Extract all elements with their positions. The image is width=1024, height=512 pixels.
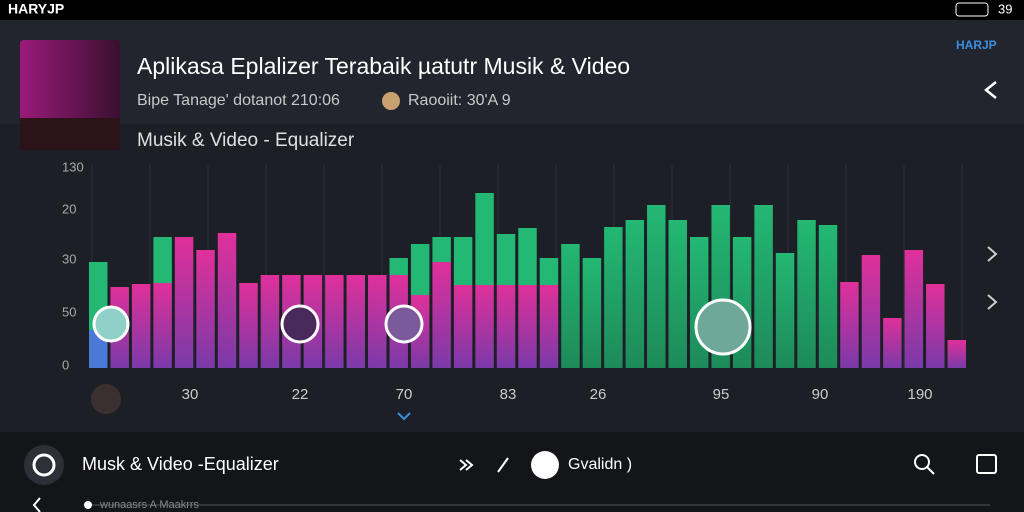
eq-bar <box>883 318 902 368</box>
progress-text: wunaasrs A Maakrrs <box>99 499 200 511</box>
share-button[interactable] <box>983 81 997 99</box>
battery <box>955 2 989 17</box>
eq-bar <box>840 282 859 368</box>
eq-bar <box>453 285 473 368</box>
app-icon-ring <box>32 453 56 477</box>
eq-bar <box>475 193 494 285</box>
eq-bar <box>775 253 795 368</box>
eq-bar <box>668 220 687 368</box>
eq-bar <box>432 237 451 262</box>
meta: Bipe Tanage' dotanot 210:06 <box>137 92 340 109</box>
y-label: 130 <box>62 159 84 174</box>
eq-bar <box>539 258 559 285</box>
back-button[interactable] <box>32 497 41 512</box>
eq-bar <box>453 237 473 285</box>
y-label: 20 <box>62 201 76 216</box>
x-label: 26 <box>590 386 607 403</box>
avatar <box>382 92 400 110</box>
eq-bar <box>947 340 966 368</box>
eq-bar <box>582 258 602 368</box>
eq-bar <box>346 275 366 368</box>
subtitle: Musik & Video - Equalizer <box>137 130 355 151</box>
progress-knob[interactable] <box>84 501 92 509</box>
menu-button[interactable] <box>976 454 997 474</box>
eq-bar <box>475 285 494 368</box>
header <box>0 20 1024 124</box>
x-label: 30 <box>182 386 199 403</box>
title: Aplikasa Eplalizer Terabaik µatutr Musik… <box>137 53 630 79</box>
eq-bar <box>926 284 945 368</box>
eq-knob[interactable] <box>384 304 424 344</box>
eq-bar <box>153 237 172 283</box>
eq-bar <box>217 233 237 368</box>
eq-bar <box>904 250 924 368</box>
eq-knob[interactable] <box>694 298 752 356</box>
y-label: 30 <box>62 251 76 266</box>
eq-bar <box>797 220 816 368</box>
play-toggle[interactable] <box>531 451 559 479</box>
thumbnail <box>91 384 121 414</box>
eq-bar <box>561 244 580 368</box>
time: 39 <box>998 1 1012 16</box>
y-label: 0 <box>62 357 69 372</box>
rating: Raooiit: 30'A 9 <box>408 92 511 109</box>
eq-bar <box>861 255 881 368</box>
eq-bar <box>625 220 645 368</box>
forward-button[interactable] <box>459 459 474 471</box>
eq-bar <box>196 250 215 368</box>
eq-bar <box>539 285 559 368</box>
player-bar <box>0 432 1024 512</box>
x-label: 22 <box>292 386 309 403</box>
track-title: Musk & Video -Equalizer <box>82 454 279 474</box>
eq-knob[interactable] <box>92 305 130 343</box>
search-handle <box>926 466 935 475</box>
brand: HARJP <box>956 38 997 52</box>
next-arrow[interactable] <box>987 294 998 310</box>
eq-bar <box>174 237 194 368</box>
eq-bar <box>325 275 344 368</box>
eq-bar <box>432 262 451 368</box>
eq-bar <box>604 227 623 368</box>
next-arrow[interactable] <box>987 246 998 262</box>
eq-bar <box>410 244 430 295</box>
x-label: 70 <box>396 386 413 403</box>
eq-bar <box>131 284 151 368</box>
eq-bar <box>754 205 773 368</box>
toggle-label: Gvalidn ) <box>568 456 632 473</box>
y-label: 50 <box>62 304 76 319</box>
eq-bar <box>518 285 537 368</box>
search-button[interactable] <box>914 454 930 470</box>
eq-bar <box>260 275 280 368</box>
eq-knob[interactable] <box>280 304 320 344</box>
carrier: HARYJP <box>8 1 64 17</box>
cover-art-stage <box>20 118 120 150</box>
x-label: 190 <box>907 386 932 403</box>
eq-bar <box>496 234 516 285</box>
eq-bar <box>239 283 258 368</box>
eq-bar <box>368 275 387 368</box>
eq-bar <box>818 225 838 368</box>
expand-arrow[interactable] <box>397 412 411 421</box>
eq-bar <box>647 205 666 368</box>
x-label: 83 <box>500 386 517 403</box>
eq-bar <box>496 285 516 368</box>
app-icon[interactable] <box>24 445 64 485</box>
equalizer: 130 20 30 50 0 30 22 70 83 26 95 90 190 <box>62 159 966 403</box>
status-bar <box>0 0 1024 20</box>
x-label: 90 <box>812 386 829 403</box>
eq-bar <box>518 228 537 285</box>
eq-bar <box>389 258 408 275</box>
divider <box>497 457 509 473</box>
eq-bar <box>153 283 172 368</box>
x-label: 95 <box>713 386 730 403</box>
